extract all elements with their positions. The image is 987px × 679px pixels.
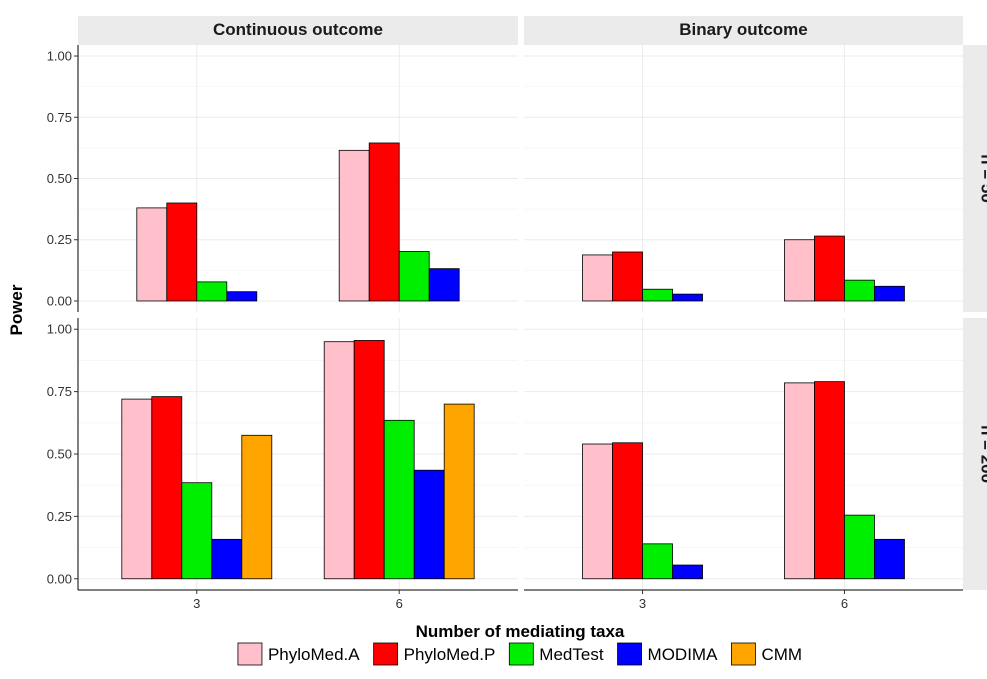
legend-key: [617, 642, 642, 666]
legend: PhyloMed.A PhyloMed.P MedTest MODIMA CMM: [237, 642, 802, 666]
bar-phylomed-p: [151, 396, 183, 580]
legend-label: PhyloMed.A: [268, 645, 360, 664]
bar-medtest: [642, 288, 673, 302]
bar-modima: [874, 285, 905, 302]
x-tick-label: 3: [639, 596, 646, 611]
bar-phylomed-a: [121, 398, 153, 580]
bar-phylomed-a: [323, 341, 355, 580]
facet-column-label: Continuous outcome: [213, 20, 383, 39]
bar-modima: [226, 291, 258, 302]
y-tick-label: 0.50: [47, 447, 72, 462]
bar-phylomed-p: [612, 442, 643, 580]
x-tick-label: 6: [396, 596, 403, 611]
bar-medtest: [181, 482, 213, 580]
legend-item: PhyloMed.A: [237, 642, 360, 666]
legend-key: [731, 642, 756, 666]
y-tick-label: 0.00: [47, 571, 72, 586]
bar-phylomed-p: [814, 235, 845, 302]
legend-item: PhyloMed.P: [373, 642, 496, 666]
bar-phylomed-p: [612, 251, 643, 302]
bar-modima: [672, 293, 703, 302]
x-tick-label: 6: [841, 596, 848, 611]
bar-phylomed-p: [814, 381, 845, 580]
bar-cmm: [443, 403, 475, 580]
bar-medtest: [196, 281, 228, 302]
facet-panel: [524, 45, 963, 312]
bar-phylomed-a: [582, 254, 613, 302]
x-axis-title: Number of mediating taxa: [416, 622, 625, 641]
bar-phylomed-a: [784, 239, 815, 302]
legend-key: [237, 642, 263, 666]
legend-label: MODIMA: [648, 645, 719, 664]
y-tick-label: 0.00: [47, 293, 72, 308]
y-tick-label: 1.00: [47, 322, 72, 337]
legend-item: MedTest: [508, 642, 604, 666]
bar-medtest: [642, 543, 673, 580]
bar-phylomed-a: [784, 382, 815, 580]
facet-strip-row: [963, 45, 987, 312]
bar-medtest: [844, 514, 875, 580]
legend-item: MODIMA: [617, 642, 719, 666]
y-tick-label: 0.25: [47, 232, 72, 247]
bar-phylomed-p: [368, 142, 400, 302]
bar-cmm: [241, 434, 273, 580]
facet-row-label: n = 50: [978, 154, 987, 203]
bar-phylomed-a: [582, 443, 613, 580]
bar-phylomed-a: [136, 207, 168, 302]
legend-key: [508, 642, 534, 666]
bar-modima: [211, 538, 243, 580]
bar-modima: [428, 268, 460, 302]
bar-phylomed-a: [338, 149, 370, 302]
bar-modima: [672, 564, 703, 580]
bar-phylomed-p: [353, 340, 385, 580]
x-tick-label: 3: [193, 596, 200, 611]
legend-key: [373, 642, 399, 666]
bar-modima: [413, 469, 445, 580]
y-tick-label: 1.00: [47, 49, 72, 64]
legend-item: CMM: [731, 642, 802, 666]
facet-panel: [524, 318, 963, 590]
y-tick-label: 0.75: [47, 384, 72, 399]
facet-panel: [78, 318, 518, 590]
facet-panel: [78, 45, 518, 312]
y-axis-title: Power: [7, 284, 26, 335]
facet-row-label: n = 200: [978, 425, 987, 483]
bar-modima: [874, 538, 905, 580]
legend-label: MedTest: [539, 645, 604, 664]
bar-phylomed-p: [166, 202, 198, 302]
facet-column-label: Binary outcome: [679, 20, 807, 39]
legend-label: PhyloMed.P: [404, 645, 496, 664]
facet-strip-column: [78, 16, 518, 45]
y-tick-label: 0.50: [47, 171, 72, 186]
bar-medtest: [398, 251, 430, 302]
facet-strip-row: [963, 318, 987, 590]
bar-medtest: [383, 419, 415, 580]
y-tick-label: 0.75: [47, 110, 72, 125]
y-tick-label: 0.25: [47, 509, 72, 524]
bar-medtest: [844, 279, 875, 302]
legend-label: CMM: [761, 645, 802, 664]
facet-strip-column: [524, 16, 963, 45]
